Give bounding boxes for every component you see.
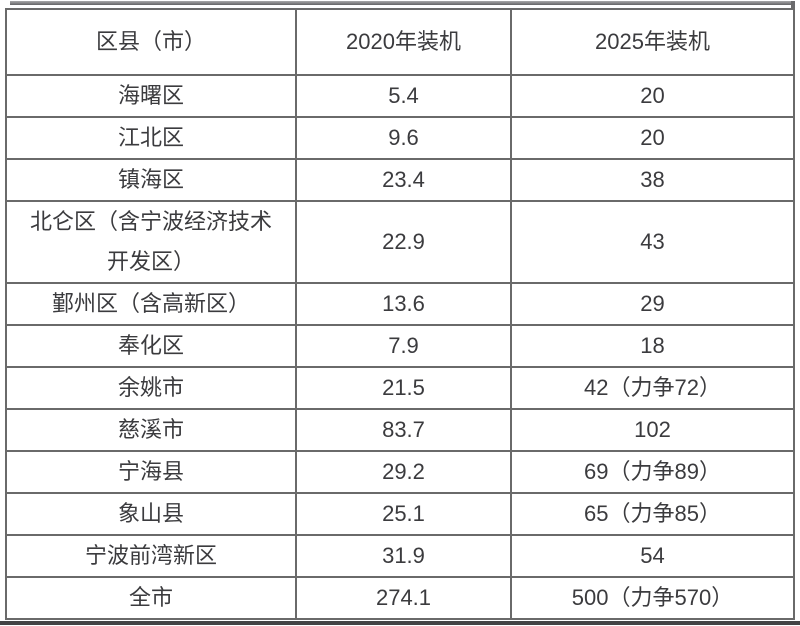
header-row: 区县（市） 2020年装机 2025年装机 (5, 8, 795, 76)
capacity-2020-cell: 22.9 (295, 200, 512, 284)
table-row: 全市 274.1 500（力争570） (5, 576, 795, 620)
header-2020-capacity: 2020年装机 (295, 8, 512, 76)
capacity-2025-cell: 18 (510, 324, 795, 368)
capacity-2025-cell: 38 (510, 158, 795, 202)
capacity-2020-cell: 9.6 (295, 116, 512, 160)
capacity-2025-cell: 65（力争85） (510, 492, 795, 536)
table-header: 区县（市） 2020年装机 2025年装机 (5, 8, 795, 76)
capacity-2020-cell: 31.9 (295, 534, 512, 578)
table-row: 镇海区 23.4 38 (5, 158, 795, 202)
region-cell: 慈溪市 (5, 408, 297, 452)
region-cell: 海曙区 (5, 74, 297, 118)
capacity-2025-cell: 500（力争570） (510, 576, 795, 620)
capacity-2020-cell: 274.1 (295, 576, 512, 620)
capacity-2020-cell: 23.4 (295, 158, 512, 202)
table-body: 海曙区 5.4 20 江北区 9.6 20 镇海区 23.4 38 北仑区（含宁波经济技术开发区）… (5, 74, 795, 620)
capacity-2025-cell: 54 (510, 534, 795, 578)
region-cell: 象山县 (5, 492, 297, 536)
top-divider-right-tick (791, 1, 795, 10)
capacity-2020-cell: 29.2 (295, 450, 512, 494)
capacity-2025-cell: 69（力争89） (510, 450, 795, 494)
installed-capacity-table: 区县（市） 2020年装机 2025年装机 海曙区 5.4 20 江北区 9.6 20 镇海… (5, 8, 795, 620)
capacity-2020-cell: 13.6 (295, 282, 512, 326)
region-cell: 余姚市 (5, 366, 297, 410)
capacity-2020-cell: 5.4 (295, 74, 512, 118)
capacity-2025-cell: 102 (510, 408, 795, 452)
region-cell: 江北区 (5, 116, 297, 160)
table-row: 海曙区 5.4 20 (5, 74, 795, 118)
header-region: 区县（市） (5, 8, 297, 76)
capacity-2020-cell: 21.5 (295, 366, 512, 410)
table-row: 北仑区（含宁波经济技术开发区） 22.9 43 (5, 200, 795, 284)
region-cell: 全市 (5, 576, 297, 620)
region-cell: 奉化区 (5, 324, 297, 368)
table-row: 慈溪市 83.7 102 (5, 408, 795, 452)
region-cell: 北仑区（含宁波经济技术开发区） (5, 200, 297, 284)
table-row: 余姚市 21.5 42（力争72） (5, 366, 795, 410)
capacity-2025-cell: 20 (510, 116, 795, 160)
capacity-2020-cell: 25.1 (295, 492, 512, 536)
region-cell: 镇海区 (5, 158, 297, 202)
capacity-2025-cell: 42（力争72） (510, 366, 795, 410)
table-row: 宁海县 29.2 69（力争89） (5, 450, 795, 494)
capacity-2025-cell: 43 (510, 200, 795, 284)
region-cell: 鄞州区（含高新区） (5, 282, 297, 326)
bottom-divider-bar (0, 621, 800, 625)
table-row: 象山县 25.1 65（力争85） (5, 492, 795, 536)
table-row: 鄞州区（含高新区） 13.6 29 (5, 282, 795, 326)
table-row: 宁波前湾新区 31.9 54 (5, 534, 795, 578)
region-cell: 宁波前湾新区 (5, 534, 297, 578)
capacity-2020-cell: 7.9 (295, 324, 512, 368)
header-2025-capacity: 2025年装机 (510, 8, 795, 76)
top-divider-bar (10, 1, 795, 10)
capacity-2025-cell: 20 (510, 74, 795, 118)
region-cell: 宁海县 (5, 450, 297, 494)
capacity-2020-cell: 83.7 (295, 408, 512, 452)
capacity-2025-cell: 29 (510, 282, 795, 326)
table-row: 奉化区 7.9 18 (5, 324, 795, 368)
table-row: 江北区 9.6 20 (5, 116, 795, 160)
